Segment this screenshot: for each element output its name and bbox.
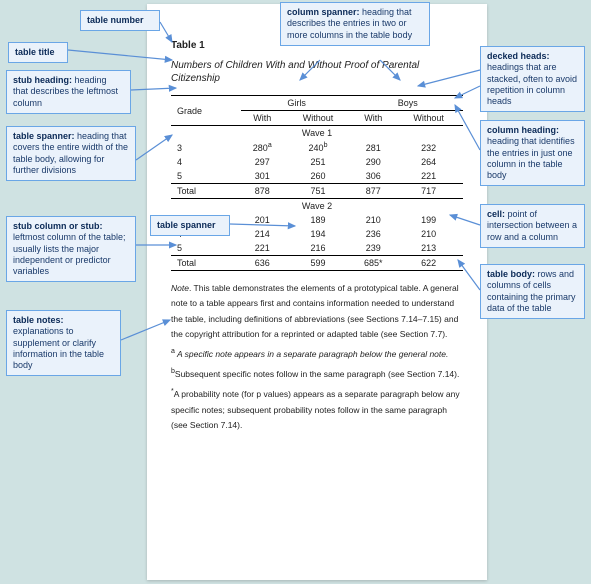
cell: 199	[394, 213, 463, 227]
data-table: Grade Girls Boys With Without With Witho…	[171, 95, 463, 271]
cell: 210	[394, 227, 463, 241]
cell: 685*	[352, 256, 394, 271]
table-spanner-wave1: Wave 1	[171, 126, 463, 141]
stub-cell: 3	[171, 140, 241, 155]
callout-table-title: table title	[8, 42, 68, 63]
cell: 636	[241, 256, 284, 271]
document-page: Table 1 Numbers of Children With and Wit…	[147, 4, 487, 580]
cell: 306	[352, 169, 394, 184]
cell: 751	[284, 184, 353, 199]
callout-table-spanner-label: table spanner	[150, 215, 230, 236]
col-head-without: Without	[394, 111, 463, 126]
cell: 240b	[284, 140, 353, 155]
table-notes: Note. This table demonstrates the elemen…	[171, 281, 463, 433]
stub-cell: 5	[171, 169, 241, 184]
cell: 221	[241, 241, 284, 256]
callout-cell: cell: point of intersection between a ro…	[480, 204, 585, 248]
table-title: Numbers of Children With and Without Pro…	[171, 59, 463, 85]
col-head-without: Without	[284, 111, 353, 126]
cell: 297	[241, 155, 284, 169]
stub-cell: 5	[171, 241, 241, 256]
callout-stub-column: stub column or stub: leftmost column of …	[6, 216, 136, 282]
cell: 281	[352, 140, 394, 155]
cell: 717	[394, 184, 463, 199]
col-spanner-boys: Boys	[352, 96, 463, 111]
callout-table-spanner: table spanner: heading that covers the e…	[6, 126, 136, 181]
cell: 878	[241, 184, 284, 199]
callout-table-number: table number	[80, 10, 160, 31]
cell: 194	[284, 227, 353, 241]
stub-heading: Grade	[171, 96, 241, 126]
col-head-with: With	[241, 111, 284, 126]
cell: 290	[352, 155, 394, 169]
cell: 260	[284, 169, 353, 184]
callout-table-notes: table notes: explanations to supplement …	[6, 310, 121, 376]
cell: 239	[352, 241, 394, 256]
stub-cell: 4	[171, 155, 241, 169]
total-label: Total	[171, 184, 241, 199]
cell: 599	[284, 256, 353, 271]
callout-column-spanner: column spanner: heading that describes t…	[280, 2, 430, 46]
cell: 221	[394, 169, 463, 184]
callout-column-heading: column heading: heading that identifies …	[480, 120, 585, 186]
callout-table-body: table body: rows and columns of cells co…	[480, 264, 585, 319]
cell: 236	[352, 227, 394, 241]
cell: 232	[394, 140, 463, 155]
cell: 251	[284, 155, 353, 169]
cell: 622	[394, 256, 463, 271]
cell: 189	[284, 213, 353, 227]
total-label: Total	[171, 256, 241, 271]
col-head-with: With	[352, 111, 394, 126]
cell: 214	[241, 227, 284, 241]
cell: 201	[241, 213, 284, 227]
cell: 877	[352, 184, 394, 199]
cell: 213	[394, 241, 463, 256]
cell: 210	[352, 213, 394, 227]
callout-stub-heading: stub heading: heading that describes the…	[6, 70, 131, 114]
cell: 264	[394, 155, 463, 169]
col-spanner-girls: Girls	[241, 96, 352, 111]
cell: 216	[284, 241, 353, 256]
callout-decked-heads: decked heads: headings that are stacked,…	[480, 46, 585, 112]
table-spanner-wave2: Wave 2	[171, 199, 463, 214]
cell: 301	[241, 169, 284, 184]
cell: 280a	[241, 140, 284, 155]
